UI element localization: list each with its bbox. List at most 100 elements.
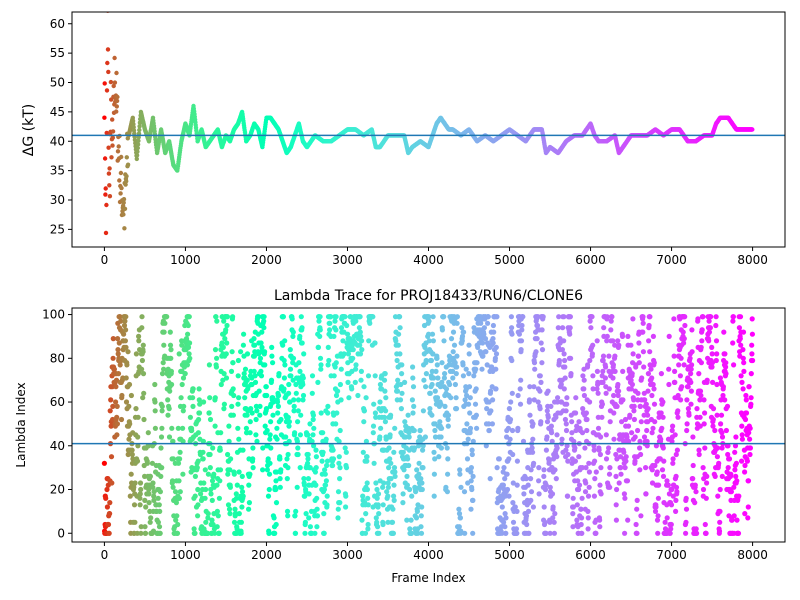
lambda-point xyxy=(531,360,538,366)
lambda-point xyxy=(383,395,389,401)
lambda-point xyxy=(585,526,591,532)
lambda-point xyxy=(201,399,207,405)
lambda-point xyxy=(322,482,329,488)
lambda-point xyxy=(128,471,134,477)
lambda-point xyxy=(437,384,444,390)
lambda-point xyxy=(137,495,143,501)
lambda-point xyxy=(135,434,141,440)
lambda-point xyxy=(314,524,320,530)
lambda-point xyxy=(530,449,536,455)
lambda-point xyxy=(462,530,468,536)
lambda-point xyxy=(152,408,158,414)
lambda-point xyxy=(139,366,145,372)
lambda-point xyxy=(159,408,165,414)
lambda-point xyxy=(655,513,661,519)
lambda-point xyxy=(176,478,182,484)
lambda-point xyxy=(575,478,581,484)
lambda-point xyxy=(343,449,349,455)
lambda-point xyxy=(414,508,420,514)
lambda-point xyxy=(421,377,427,383)
lambda-point xyxy=(335,388,341,394)
lambda-point xyxy=(169,381,175,388)
lambda-point xyxy=(294,438,300,444)
lambda-point xyxy=(214,482,220,488)
lambda-point xyxy=(295,397,302,403)
lambda-point xyxy=(177,489,183,495)
lambda-point xyxy=(235,425,241,431)
lambda-point xyxy=(646,338,652,344)
lambda-point xyxy=(721,329,727,335)
lambda-point xyxy=(147,519,153,525)
lambda-point xyxy=(456,524,462,530)
lambda-point xyxy=(473,366,479,372)
delta-g-point xyxy=(106,145,111,150)
lambda-point xyxy=(679,384,685,390)
lambda-point xyxy=(185,344,192,350)
lambda-point xyxy=(673,508,679,514)
lambda-point xyxy=(589,314,595,320)
lambda-point xyxy=(445,412,452,418)
lambda-point xyxy=(488,388,494,394)
lambda-point xyxy=(168,368,174,374)
lambda-point xyxy=(186,351,192,357)
lambda-point xyxy=(431,375,437,381)
lambda-point xyxy=(145,430,151,436)
lambda-point xyxy=(583,410,590,416)
lambda-point xyxy=(438,401,444,407)
lambda-point xyxy=(553,414,559,420)
delta-g-point xyxy=(116,144,121,149)
lambda-point xyxy=(473,412,479,418)
lambda-point xyxy=(405,412,411,418)
delta-g-point xyxy=(134,156,139,162)
lambda-point xyxy=(520,438,527,444)
lambda-point xyxy=(608,327,614,333)
lambda-point xyxy=(545,388,551,394)
lambda-point xyxy=(537,388,543,394)
lambda-point xyxy=(688,401,694,407)
lambda-point xyxy=(195,513,201,519)
lambda-point xyxy=(490,336,496,342)
lambda-point xyxy=(655,530,661,536)
lambda-point xyxy=(671,316,677,322)
lambda-point xyxy=(105,521,112,528)
lambda-point xyxy=(281,357,287,364)
lambda-point xyxy=(218,430,224,436)
lambda-point xyxy=(236,510,242,517)
delta-g-point xyxy=(750,127,755,132)
lambda-point xyxy=(430,351,436,357)
lambda-point xyxy=(230,360,236,366)
delta-g-point xyxy=(137,124,142,129)
lambda-point xyxy=(585,362,591,368)
lambda-point xyxy=(399,371,405,377)
lambda-point xyxy=(484,406,490,412)
lambda-point xyxy=(107,500,113,506)
lambda-point xyxy=(507,436,513,442)
lambda-point xyxy=(185,322,191,329)
lambda-point xyxy=(122,318,128,324)
lambda-point xyxy=(258,373,265,379)
lambda-point xyxy=(429,368,435,374)
delta-g-point xyxy=(119,185,124,191)
lambda-point xyxy=(307,465,313,471)
lambda-point xyxy=(284,508,291,514)
lambda-point xyxy=(572,445,578,451)
lambda-point xyxy=(510,519,517,525)
lambda-point xyxy=(701,421,707,427)
lambda-point xyxy=(363,510,369,517)
lambda-point xyxy=(151,497,157,503)
lambda-point xyxy=(385,493,391,499)
lambda-point xyxy=(526,397,533,403)
lambda-point xyxy=(295,408,301,414)
lambda-point xyxy=(201,480,207,486)
lambda-point xyxy=(123,327,129,333)
lambda-point xyxy=(350,347,356,353)
lambda-point xyxy=(623,458,629,464)
lambda-point xyxy=(563,408,569,414)
lambda-point xyxy=(467,395,473,401)
lambda-point xyxy=(673,451,679,458)
lambda-point xyxy=(550,515,556,521)
lambda-point xyxy=(295,451,301,458)
lambda-point xyxy=(207,451,213,458)
lambda-point xyxy=(302,493,308,499)
